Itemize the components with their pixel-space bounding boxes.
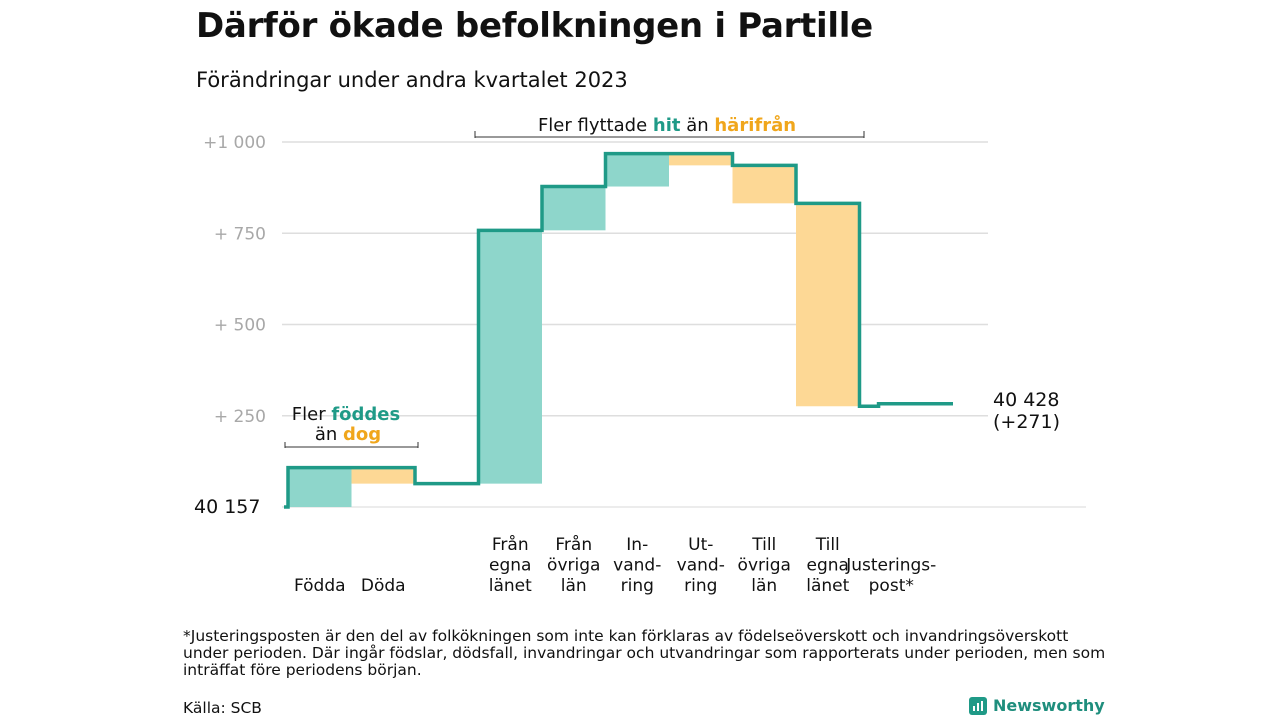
waterfall-bar (796, 203, 860, 407)
x-category-label-line: Från (555, 534, 592, 555)
x-category-label: Från egna länet (489, 534, 532, 596)
migration-annotation: Fler flyttade hit än härifrån (538, 114, 796, 136)
waterfall-bar (351, 467, 415, 484)
y-tick-label: +1 000 (203, 133, 266, 153)
x-category-label-line: post* (869, 576, 914, 596)
migration-annotation-prefix: Fler flyttade (538, 115, 653, 136)
newsworthy-logo: Newsworthy (969, 696, 1105, 715)
waterfall-bar (732, 165, 796, 204)
cumulative-step-line (284, 151, 953, 509)
x-category-label-line: egna (807, 556, 849, 576)
x-category-label: Justerings-post* (845, 556, 936, 597)
waterfall-bar (288, 467, 352, 507)
births-annotation-mid: än (315, 424, 343, 445)
x-category-label: Ut-vand-ring (677, 535, 725, 596)
end-value-label: 40 428 (993, 389, 1059, 411)
x-category-label-line: Till (815, 535, 840, 555)
waterfall-bar (478, 230, 542, 484)
x-category-label-line: In- (626, 535, 648, 555)
x-category-label-line: övriga (738, 556, 791, 576)
x-category-label-line: egna (489, 556, 531, 576)
migration-annotation-mid: än (680, 115, 714, 136)
chart-subtitle: Förändringar under andra kvartalet 2023 (196, 68, 628, 92)
y-tick-label: + 250 (214, 407, 266, 427)
x-category-label-line: län (751, 576, 777, 596)
x-category-label-line: vand- (613, 556, 661, 576)
y-tick-label: + 500 (214, 316, 266, 336)
x-category-label-line: ring (621, 576, 654, 596)
x-category-label-line: vand- (677, 556, 725, 576)
x-category-label: Till egna länet (806, 535, 849, 596)
births-annotation-line1: Fler föddes (292, 404, 400, 425)
x-category-label-line: länet (806, 576, 849, 596)
x-category-label-line: Från (492, 534, 529, 555)
x-category-label: Från övriga län (547, 534, 600, 596)
x-category-label-line: länet (489, 576, 532, 596)
newsworthy-logo-text: Newsworthy (993, 696, 1105, 715)
chart-title: Därför ökade befolkningen i Partille (196, 6, 873, 46)
migration-bracket (474, 131, 865, 138)
x-category-label: Till övriga län (738, 535, 791, 596)
births-annotation-hit: föddes (331, 404, 400, 425)
base-value-label: 40 157 (194, 496, 260, 518)
x-category-label-line: Till (751, 535, 776, 555)
waterfall-bar (669, 153, 733, 166)
waterfall-bar (542, 186, 606, 231)
migration-annotation-away: härifrån (714, 114, 796, 136)
x-category-label-line: Ut- (688, 535, 713, 555)
births-annotation-away: dog (343, 424, 381, 445)
source-note: Källa: SCB (183, 699, 262, 717)
x-category-label-line: Justerings- (845, 556, 936, 576)
x-category-label-line: övriga (547, 556, 600, 576)
x-category-label: Döda (361, 576, 406, 596)
x-category-label: In-vand-ring (613, 535, 661, 596)
births-annotation-prefix: Fler (292, 404, 332, 425)
births-annotation-line2: än dog (315, 424, 381, 445)
y-tick-label: + 750 (214, 224, 266, 244)
x-category-label-line: län (561, 576, 587, 596)
end-change-label: (+271) (993, 411, 1060, 433)
footnote: *Justeringsposten är den del av folkökni… (183, 627, 1106, 679)
newsworthy-logo-icon (969, 696, 987, 715)
x-category-label-line: Döda (361, 576, 406, 596)
births-bracket (284, 442, 419, 448)
x-category-label-line: Födda (294, 576, 346, 596)
waterfall-bar (605, 153, 669, 187)
x-category-label: Födda (294, 576, 346, 596)
migration-annotation-hit: hit (653, 115, 681, 136)
x-category-label-line: ring (684, 576, 717, 596)
